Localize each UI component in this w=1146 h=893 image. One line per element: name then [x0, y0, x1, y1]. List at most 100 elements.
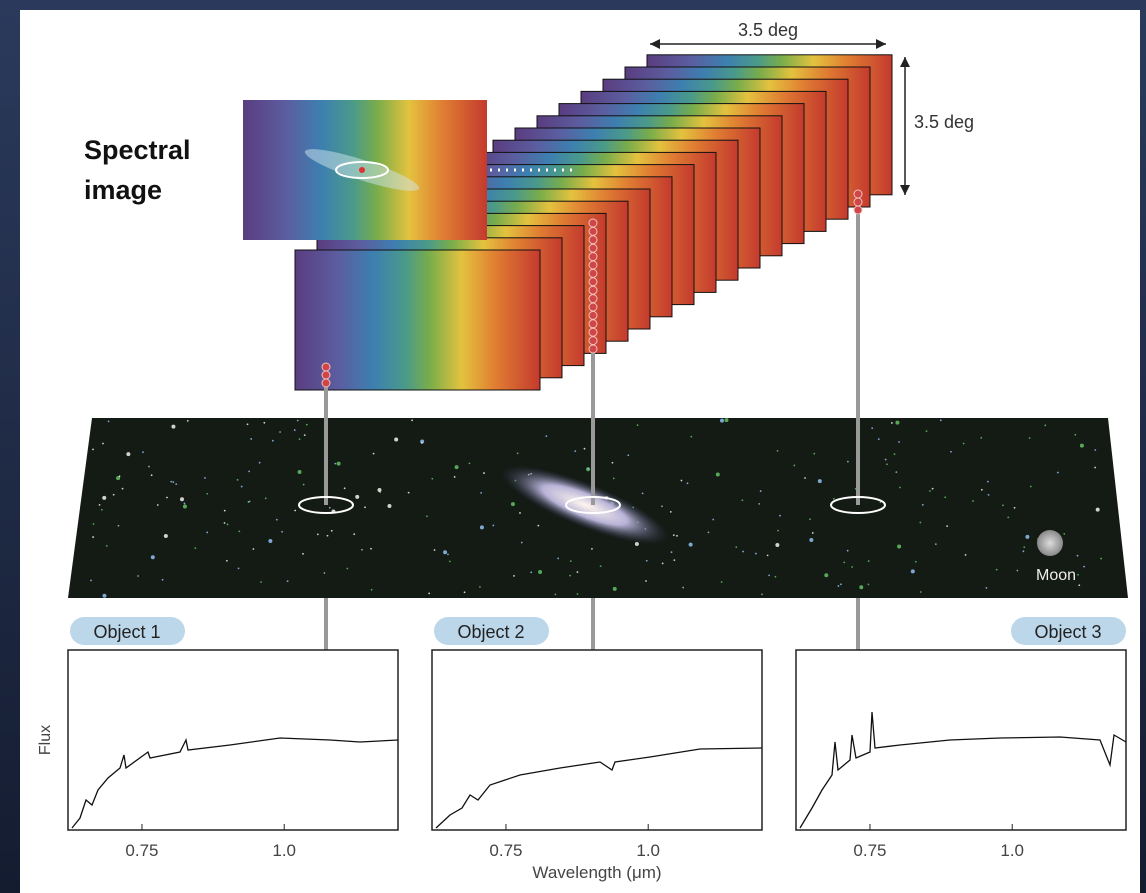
star [238, 530, 240, 532]
star [662, 563, 664, 565]
star [1096, 508, 1100, 512]
star [851, 566, 853, 568]
star [483, 472, 485, 474]
star [988, 494, 990, 496]
star [915, 561, 917, 563]
star [426, 515, 428, 517]
star [708, 531, 710, 533]
star [868, 583, 870, 585]
star [238, 568, 240, 570]
star [194, 547, 196, 549]
star [690, 436, 692, 438]
dot [589, 253, 597, 261]
star [944, 496, 946, 498]
star [793, 465, 795, 467]
star [279, 431, 281, 433]
star [1078, 584, 1080, 586]
star [306, 424, 308, 426]
star [337, 462, 341, 466]
y-label: Flux [37, 725, 54, 755]
star [370, 548, 372, 550]
star [720, 419, 724, 423]
star [166, 497, 168, 499]
star [122, 488, 124, 490]
dot [589, 236, 597, 244]
star [878, 438, 880, 440]
star [885, 459, 887, 461]
star [252, 548, 254, 550]
star [1077, 555, 1079, 557]
star [940, 419, 942, 421]
star [265, 497, 267, 499]
star [920, 591, 922, 593]
star [812, 532, 814, 534]
star [137, 575, 139, 577]
dot [589, 261, 597, 269]
dot [322, 371, 330, 379]
star [1100, 558, 1102, 560]
star [224, 510, 226, 512]
star [248, 470, 250, 472]
plot-frame [432, 650, 762, 830]
star [346, 568, 348, 570]
star [758, 503, 760, 505]
frame [295, 250, 540, 390]
x-tick-label: 0.75 [125, 841, 158, 860]
star [1083, 566, 1085, 568]
star [682, 587, 684, 589]
star [935, 543, 937, 545]
star [645, 580, 647, 582]
star [661, 505, 663, 507]
star [897, 544, 901, 548]
star [206, 493, 208, 495]
star [840, 583, 842, 585]
star [92, 536, 94, 538]
star [1014, 507, 1016, 509]
x-tick-label: 1.0 [636, 841, 660, 860]
star [775, 576, 777, 578]
star [950, 451, 952, 453]
star [377, 488, 381, 492]
star [1007, 516, 1009, 518]
cube-label: Spectral image [84, 130, 214, 210]
moon [1037, 530, 1063, 556]
star [164, 534, 168, 538]
dot [589, 227, 597, 235]
star [454, 476, 456, 478]
star [681, 480, 683, 482]
star [809, 518, 811, 520]
star [92, 449, 94, 451]
star [329, 507, 331, 509]
object-label: Object 1 [93, 622, 160, 642]
star [569, 575, 571, 577]
star [373, 453, 375, 455]
star [175, 483, 177, 485]
star [241, 486, 243, 488]
star [574, 450, 576, 452]
star [779, 515, 781, 517]
star [513, 575, 515, 577]
star [224, 522, 226, 524]
star [886, 463, 888, 465]
star [965, 554, 967, 556]
star [480, 525, 484, 529]
star [226, 560, 228, 562]
x-label: Wavelength (μm) [532, 863, 661, 882]
star [895, 471, 897, 473]
star [833, 498, 835, 500]
object-label: Object 3 [1034, 622, 1101, 642]
star [584, 448, 586, 450]
star [986, 587, 988, 589]
dot [854, 198, 862, 206]
star [519, 512, 521, 514]
width-label: 3.5 deg [738, 20, 798, 40]
dot [589, 295, 597, 303]
star [847, 461, 849, 463]
star [673, 534, 675, 536]
star [687, 482, 689, 484]
star [1016, 570, 1018, 572]
dot [589, 278, 597, 286]
star [170, 481, 172, 483]
star [809, 538, 813, 542]
star [768, 575, 770, 577]
